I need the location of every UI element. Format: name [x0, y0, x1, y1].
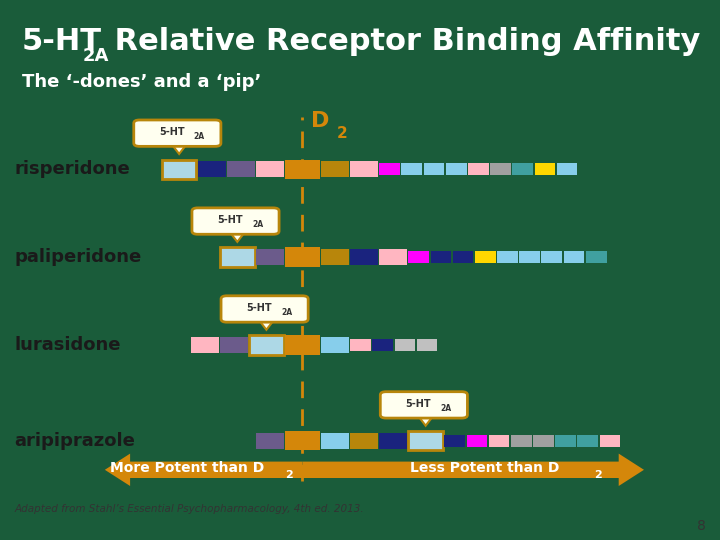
Text: 2A: 2A: [194, 132, 205, 141]
FancyBboxPatch shape: [227, 161, 255, 177]
FancyBboxPatch shape: [192, 208, 279, 234]
Text: 8: 8: [697, 519, 706, 532]
Text: aripiprazole: aripiprazole: [14, 432, 135, 450]
Text: 5-HT: 5-HT: [217, 215, 243, 225]
FancyBboxPatch shape: [162, 159, 197, 179]
FancyBboxPatch shape: [586, 251, 606, 263]
FancyBboxPatch shape: [134, 120, 221, 146]
Text: paliperidone: paliperidone: [14, 248, 142, 266]
FancyBboxPatch shape: [191, 338, 219, 353]
Polygon shape: [171, 143, 188, 154]
Text: 2: 2: [337, 126, 348, 141]
FancyBboxPatch shape: [475, 251, 495, 263]
FancyBboxPatch shape: [379, 433, 407, 449]
Text: D: D: [311, 111, 330, 131]
FancyBboxPatch shape: [256, 433, 284, 449]
Text: 2A: 2A: [440, 403, 451, 413]
FancyBboxPatch shape: [402, 164, 422, 175]
FancyBboxPatch shape: [467, 435, 487, 447]
Polygon shape: [417, 415, 434, 426]
Text: More Potent than D: More Potent than D: [109, 461, 264, 475]
FancyBboxPatch shape: [372, 339, 393, 350]
FancyBboxPatch shape: [285, 431, 320, 450]
Text: 5-HT: 5-HT: [246, 303, 272, 313]
FancyBboxPatch shape: [221, 296, 308, 322]
FancyBboxPatch shape: [350, 339, 371, 350]
Text: 2A: 2A: [252, 220, 263, 229]
FancyBboxPatch shape: [285, 159, 320, 179]
FancyBboxPatch shape: [220, 247, 255, 267]
FancyBboxPatch shape: [511, 435, 531, 447]
FancyBboxPatch shape: [564, 251, 585, 263]
Polygon shape: [229, 231, 246, 242]
FancyBboxPatch shape: [285, 335, 320, 355]
FancyBboxPatch shape: [533, 435, 554, 447]
FancyBboxPatch shape: [321, 161, 348, 177]
FancyBboxPatch shape: [350, 433, 378, 449]
FancyBboxPatch shape: [285, 247, 320, 267]
FancyBboxPatch shape: [557, 164, 577, 175]
FancyBboxPatch shape: [519, 251, 540, 263]
FancyBboxPatch shape: [534, 164, 555, 175]
FancyBboxPatch shape: [395, 339, 415, 350]
FancyBboxPatch shape: [555, 435, 576, 447]
FancyBboxPatch shape: [350, 249, 378, 265]
Text: 5-HT: 5-HT: [159, 127, 185, 137]
Text: lurasidone: lurasidone: [14, 336, 121, 354]
FancyBboxPatch shape: [379, 164, 400, 175]
FancyBboxPatch shape: [431, 251, 451, 263]
FancyBboxPatch shape: [490, 164, 511, 175]
FancyBboxPatch shape: [600, 435, 621, 447]
FancyBboxPatch shape: [468, 164, 489, 175]
FancyBboxPatch shape: [453, 251, 474, 263]
Text: Relative Receptor Binding Affinity: Relative Receptor Binding Affinity: [104, 27, 701, 56]
FancyBboxPatch shape: [417, 339, 438, 350]
Text: The ‘-dones’ and a ‘pip’: The ‘-dones’ and a ‘pip’: [22, 73, 261, 91]
FancyBboxPatch shape: [423, 164, 444, 175]
FancyBboxPatch shape: [489, 435, 510, 447]
FancyBboxPatch shape: [513, 164, 533, 175]
FancyBboxPatch shape: [541, 251, 562, 263]
FancyBboxPatch shape: [577, 435, 598, 447]
FancyBboxPatch shape: [380, 392, 467, 418]
FancyBboxPatch shape: [249, 335, 284, 355]
FancyBboxPatch shape: [408, 431, 443, 450]
FancyBboxPatch shape: [256, 161, 284, 177]
FancyArrow shape: [302, 454, 644, 486]
FancyBboxPatch shape: [446, 164, 467, 175]
FancyBboxPatch shape: [379, 249, 407, 265]
Text: 2: 2: [594, 470, 602, 480]
Text: risperidone: risperidone: [14, 160, 130, 178]
FancyBboxPatch shape: [350, 161, 378, 177]
FancyBboxPatch shape: [321, 338, 348, 353]
FancyBboxPatch shape: [444, 435, 465, 447]
FancyBboxPatch shape: [321, 249, 348, 265]
FancyBboxPatch shape: [321, 433, 348, 449]
Polygon shape: [258, 319, 275, 330]
FancyBboxPatch shape: [408, 251, 429, 263]
Text: 5-HT: 5-HT: [22, 27, 102, 56]
Text: Adapted from Stahl’s Essential Psychopharmacology, 4th ed. 2013.: Adapted from Stahl’s Essential Psychopha…: [14, 503, 364, 514]
Text: 5-HT: 5-HT: [405, 399, 431, 409]
FancyBboxPatch shape: [220, 338, 248, 353]
FancyBboxPatch shape: [198, 161, 225, 177]
FancyBboxPatch shape: [497, 251, 518, 263]
Text: 2A: 2A: [281, 308, 292, 316]
Text: Less Potent than D: Less Potent than D: [410, 461, 559, 475]
FancyArrow shape: [105, 454, 302, 486]
Text: 2: 2: [285, 470, 293, 480]
Text: 2A: 2A: [83, 46, 109, 65]
FancyBboxPatch shape: [256, 249, 284, 265]
